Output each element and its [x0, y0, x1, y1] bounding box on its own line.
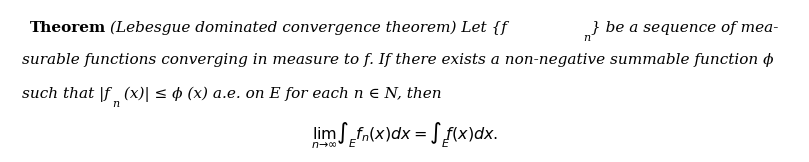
Text: (x)| ≤ ϕ (x) a.e. on E for each n ∈ N, then: (x)| ≤ ϕ (x) a.e. on E for each n ∈ N, t…: [119, 87, 442, 102]
Text: n: n: [112, 99, 119, 109]
Text: $\lim_{n\to\infty} \int_E\! f_n(x)dx = \int_E\! f(x)dx.$: $\lim_{n\to\infty} \int_E\! f_n(x)dx = \…: [311, 121, 498, 151]
Text: Theorem: Theorem: [30, 21, 106, 35]
Text: (Lebesgue dominated convergence theorem) Let {f: (Lebesgue dominated convergence theorem)…: [110, 21, 507, 35]
Text: n: n: [583, 33, 590, 43]
Text: such that |f: such that |f: [22, 87, 110, 102]
Text: } be a sequence of mea-: } be a sequence of mea-: [591, 21, 778, 35]
Text: surable functions converging in measure to f. If there exists a non-negative sum: surable functions converging in measure …: [22, 53, 773, 67]
